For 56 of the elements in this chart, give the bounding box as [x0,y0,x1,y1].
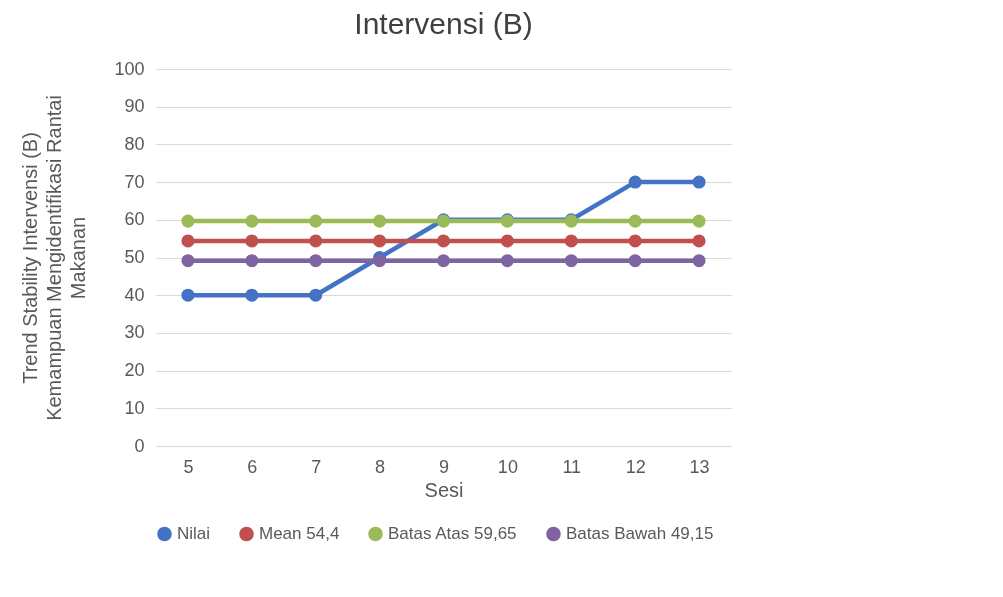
x-axis-title: Sesi [424,478,464,501]
x-tick-label: 9 [438,456,450,477]
point [373,214,387,228]
point [628,254,642,268]
point [373,254,387,268]
point [564,254,578,268]
point [181,254,195,268]
point [436,234,451,248]
legend-label: Nilai [177,523,211,543]
point [628,175,642,189]
point [692,175,706,189]
x-tick-label: 10 [497,456,518,477]
y-tick-label: 40 [124,284,145,305]
point [309,214,323,228]
chart-title: Intervensi (B) [354,7,533,40]
point [628,234,642,248]
point [245,288,259,302]
point [692,234,706,248]
y-tick-label: 80 [124,133,145,154]
point [245,254,259,268]
point [373,234,387,248]
legend-label: Batas Atas 59,65 [388,523,517,543]
y-tick-label: 30 [124,322,145,343]
point [500,254,514,268]
point [181,288,195,302]
point [245,214,259,228]
x-tick-label: 13 [689,456,710,477]
y-tick-label: 50 [124,247,145,267]
legend-label: Mean 54,4 [259,523,340,543]
x-tick-label: 5 [183,456,194,477]
point [500,234,514,248]
legend-label: Batas Bawah 49,15 [566,523,714,543]
y-tick-label: 10 [124,397,145,418]
point [692,254,706,268]
point [181,214,195,228]
point [564,234,578,248]
y-tick-label: 90 [124,96,145,117]
y-tick-label: 70 [124,171,145,192]
y-tick-label: 60 [124,209,145,230]
y-tick-label: 20 [124,360,145,381]
x-tick-label: 7 [311,456,322,477]
point [245,234,259,248]
point [309,234,323,248]
point [628,214,642,228]
point [436,254,451,268]
y-axis-title: Trend Stability Intervensi (B) Kemampuan Mengidentifikasi Rantai Makanan [19,95,90,421]
point [692,214,706,228]
point [309,288,323,302]
x-tick-label: 11 [562,456,582,477]
y-tick-label: 100 [114,58,145,79]
point [309,254,323,268]
point [181,234,195,248]
x-tick-label: 6 [247,456,258,477]
x-tick-label: 12 [625,456,646,477]
y-tick-label: 0 [134,435,145,456]
x-tick-label: 8 [375,456,386,477]
